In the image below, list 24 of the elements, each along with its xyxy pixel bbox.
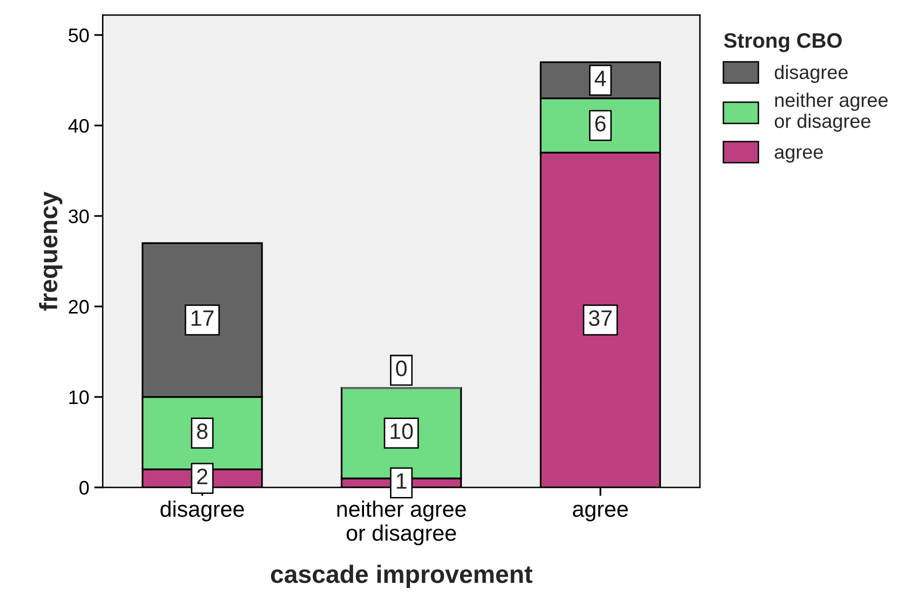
y-tick-label: 20 bbox=[68, 300, 89, 314]
data-label: 6 bbox=[595, 116, 606, 132]
y-tick-label: 0 bbox=[79, 480, 89, 495]
x-tick-label: neither agree or disagree bbox=[337, 500, 466, 546]
data-label: 10 bbox=[390, 423, 413, 440]
data-label: 1 bbox=[396, 473, 406, 489]
data-label: 17 bbox=[192, 310, 214, 326]
legend-title: Strong CBO bbox=[724, 33, 842, 52]
x-tick-label: agree bbox=[572, 504, 628, 522]
data-label: 37 bbox=[588, 310, 612, 326]
data-label: 0 bbox=[396, 360, 407, 376]
legend-label: disagree bbox=[774, 64, 848, 83]
legend-label: agree bbox=[774, 148, 823, 163]
y-tick-label: 10 bbox=[69, 390, 89, 404]
x-tick-label: disagree bbox=[160, 500, 244, 522]
data-label: 2 bbox=[197, 468, 208, 484]
y-tick-label: 40 bbox=[68, 118, 89, 133]
y-tick-label: 50 bbox=[68, 28, 89, 42]
y-axis-title: frequency bbox=[39, 192, 62, 311]
x-axis-title: cascade improvement bbox=[270, 564, 532, 588]
legend-label: neither agree or disagree bbox=[774, 92, 888, 132]
data-label: 4 bbox=[594, 70, 606, 86]
y-tick-label: 30 bbox=[68, 209, 89, 224]
data-label: 8 bbox=[197, 423, 208, 440]
